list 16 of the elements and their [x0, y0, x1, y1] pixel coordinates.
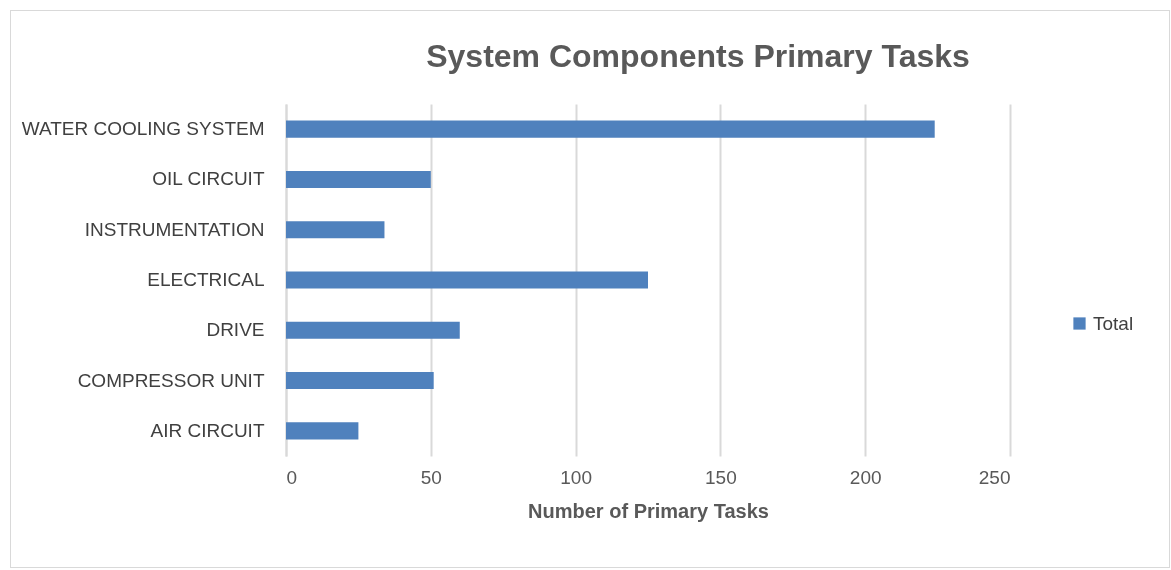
y-tick-label: ELECTRICAL	[147, 269, 265, 290]
x-tick-label: 200	[849, 466, 882, 488]
x-tick-label: 100	[560, 466, 592, 488]
y-tick-label: INSTRUMENTATION	[84, 218, 265, 240]
y-tick-label: OIL CIRCUIT	[152, 168, 265, 190]
x-axis-title: Number of Primary Tasks	[528, 499, 769, 522]
x-tick-label: 150	[705, 466, 737, 488]
legend-label: Total	[1093, 312, 1134, 334]
y-tick-label: WATER COOLING SYSTEM	[21, 118, 265, 140]
x-tick-label: 50	[420, 466, 442, 488]
y-tick-label: AIR CIRCUIT	[150, 419, 265, 441]
chart-title: System Components Primary Tasks	[426, 38, 970, 74]
x-tick-label: 250	[978, 466, 1011, 488]
x-tick-label: 0	[286, 466, 298, 488]
y-tick-label: DRIVE	[206, 319, 265, 341]
y-tick-label: COMPRESSOR UNIT	[77, 369, 265, 391]
